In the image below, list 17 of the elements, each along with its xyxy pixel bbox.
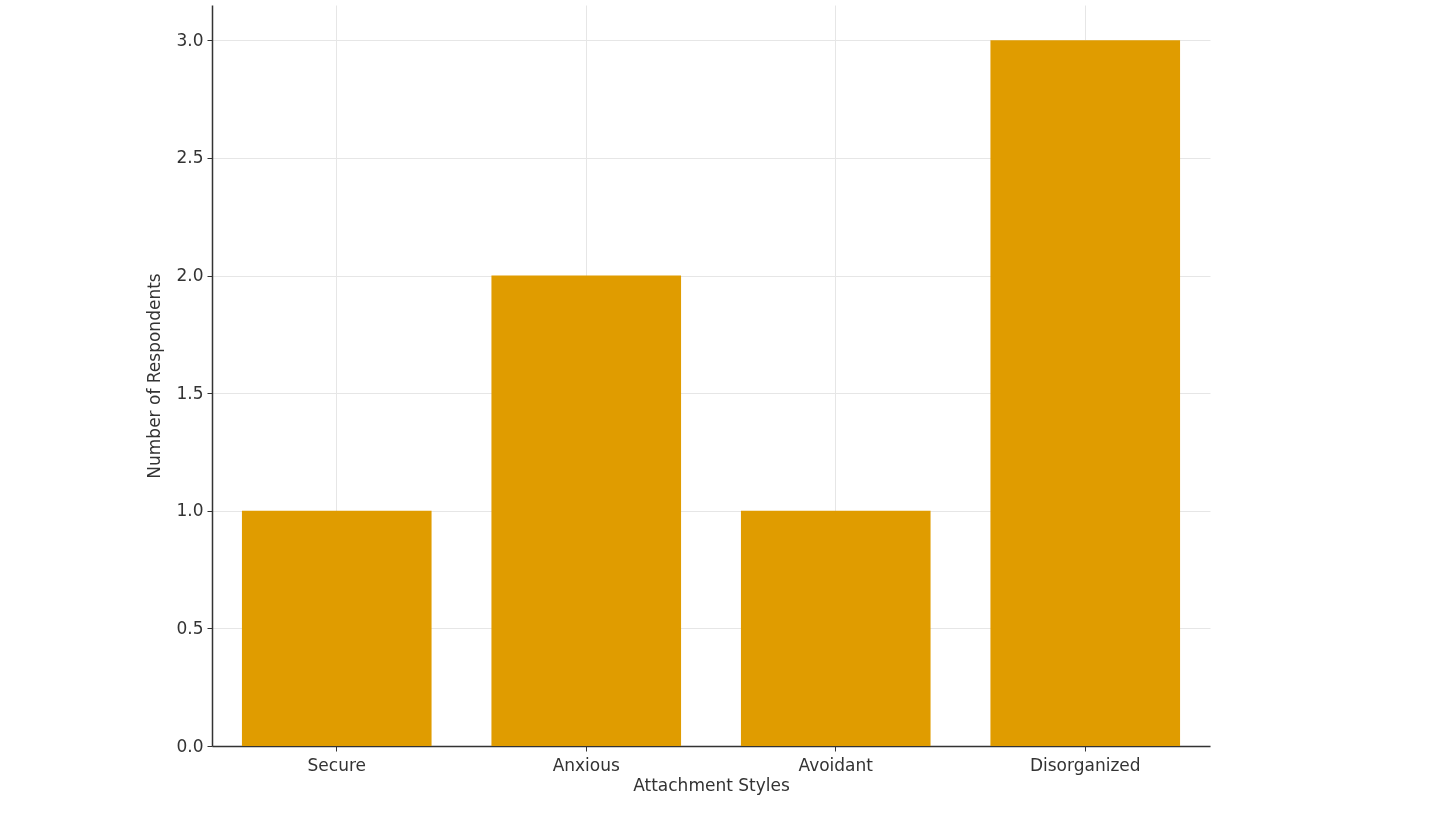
x-tick-label: Avoidant [798,754,874,775]
y-tick-label: 3.0 [176,29,204,50]
bar [740,510,931,746]
y-axis-title: Number of Respondents [144,273,165,479]
bar [241,510,432,746]
y-tick-label: 1.0 [176,500,204,521]
x-axis-title: Attachment Styles [633,774,790,795]
y-tick-label: 1.5 [176,382,204,403]
x-tick-label: Anxious [552,754,620,775]
bar [990,40,1181,746]
y-tick-label: 0.0 [176,735,204,756]
y-tick-label: 0.5 [176,617,204,638]
bar [491,275,682,746]
x-tick-label: Secure [307,754,366,775]
y-tick-label: 2.0 [176,265,204,286]
x-tick-label: Disorganized [1029,754,1141,775]
y-tick-label: 2.5 [176,147,204,168]
